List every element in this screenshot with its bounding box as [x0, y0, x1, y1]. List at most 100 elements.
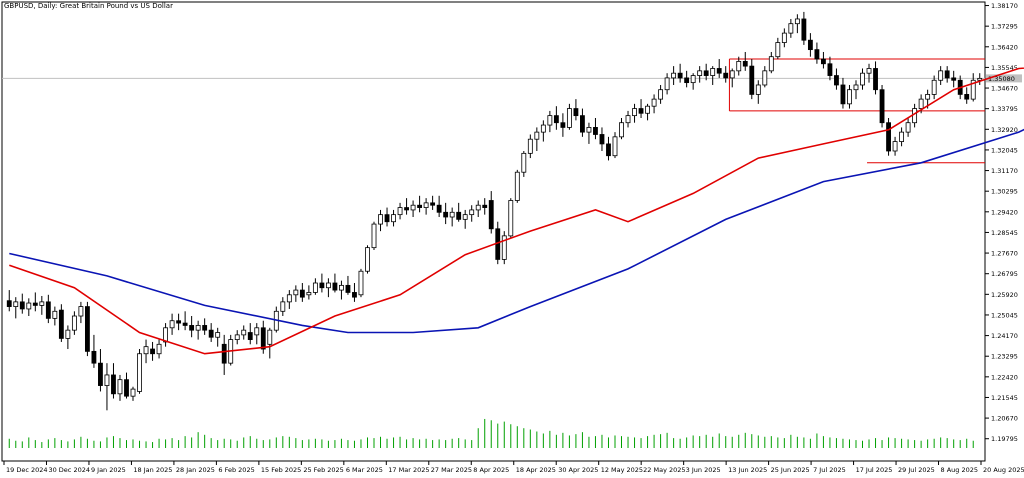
bear-candle [814, 49, 820, 60]
bear-candle [742, 61, 748, 67]
bear-candle [964, 94, 970, 100]
bull-candle [586, 127, 592, 133]
bull-candle [931, 79, 937, 95]
bear-candle [951, 77, 957, 81]
x-tick-label: 22 May 2025 [643, 466, 685, 474]
bull-candle [391, 214, 396, 223]
y-tick-label: 1.29420 [991, 208, 1018, 216]
y-tick-label: 1.25920 [991, 291, 1018, 299]
bull-candle [501, 235, 507, 260]
x-tick-label: 8 Aug 2025 [941, 466, 979, 474]
bull-candle [612, 136, 618, 157]
y-tick-label: 1.33795 [991, 105, 1018, 113]
bull-candle [306, 292, 312, 296]
current-price-label: 1.35080 [988, 75, 1015, 83]
bear-candle [677, 72, 683, 79]
bear-candle [319, 282, 325, 289]
bull-candle [241, 329, 247, 336]
y-tick-label: 1.32045 [991, 146, 1018, 154]
bear-candle [827, 63, 833, 76]
bear-candle [6, 300, 12, 307]
bear-candle [345, 284, 351, 293]
x-tick-label: 18 Apr 2025 [516, 466, 556, 474]
bear-candle [840, 84, 846, 105]
bull-candle [671, 72, 677, 79]
bull-candle [410, 204, 416, 211]
bull-candle [462, 214, 468, 220]
x-tick-label: 3 Jun 2025 [686, 466, 721, 474]
bull-candle [527, 138, 533, 154]
bull-candle [117, 379, 123, 395]
bull-candle [293, 289, 299, 296]
bear-candle [124, 379, 129, 397]
y-tick-label: 1.21545 [991, 394, 1018, 402]
bull-candle [508, 200, 514, 237]
bear-candle [443, 211, 449, 218]
bear-candle [84, 306, 90, 352]
bear-candle [332, 282, 338, 291]
y-tick-label: 1.32920 [991, 126, 1018, 134]
bear-candle [580, 115, 585, 133]
bear-candle [384, 214, 390, 223]
x-tick-label: 30 Dec 2024 [48, 466, 90, 474]
bull-candle [658, 89, 664, 100]
ma-slow-line [9, 128, 1024, 334]
x-tick-label: 9 Jan 2025 [91, 466, 126, 474]
bear-candle [176, 320, 182, 324]
bull-candle [378, 214, 383, 225]
bear-candle [684, 77, 690, 84]
bull-candle [905, 122, 911, 133]
bull-candle [664, 77, 670, 91]
bear-candle [482, 204, 488, 208]
bull-candle [547, 115, 553, 126]
x-tick-label: 7 Jul 2025 [813, 466, 846, 474]
bull-candle [280, 301, 286, 312]
bear-candle [221, 343, 227, 364]
y-tick-label: 1.30295 [991, 188, 1018, 196]
y-tick-label: 1.20670 [991, 415, 1018, 423]
bull-candle [365, 247, 370, 272]
bull-candle [71, 315, 77, 331]
bull-candle [977, 77, 983, 81]
y-tick-label: 1.23295 [991, 353, 1018, 361]
bear-candle [189, 325, 195, 331]
bull-candle [267, 329, 273, 345]
y-tick-label: 1.19795 [991, 435, 1018, 443]
bull-candle [788, 23, 794, 34]
bull-candle [736, 61, 742, 72]
bear-candle [606, 143, 611, 157]
x-tick-label: 17 Mar 2025 [388, 466, 429, 474]
bear-candle [573, 108, 579, 117]
bear-candle [703, 70, 709, 76]
y-tick-label: 1.34670 [991, 85, 1018, 93]
bull-candle [156, 343, 162, 355]
bear-candle [247, 332, 253, 340]
bear-candle [560, 122, 566, 128]
bear-candle [260, 327, 266, 350]
current-price-tag [986, 74, 1022, 83]
bull-candle [762, 70, 768, 86]
bull-candle [104, 374, 110, 386]
bull-candle [26, 302, 32, 310]
bull-candle [619, 122, 624, 138]
bull-candle [234, 334, 240, 340]
y-tick-label: 1.38170 [991, 2, 1018, 10]
bull-candle [781, 32, 787, 43]
bear-candle [299, 289, 305, 298]
x-tick-label: 20 Aug 2025 [983, 466, 1024, 474]
bear-candle [404, 207, 409, 211]
bull-candle [860, 72, 865, 86]
bull-candle [768, 56, 774, 72]
bull-candle [566, 108, 572, 128]
bear-candle [208, 329, 214, 338]
y-tick-label: 1.24170 [991, 332, 1018, 340]
bull-candle [853, 84, 859, 91]
bull-candle [514, 171, 520, 201]
bull-candle [651, 98, 657, 107]
bull-candle [697, 70, 703, 76]
y-tick-label: 1.28545 [991, 229, 1018, 237]
bull-candle [325, 282, 331, 289]
bull-candle [690, 75, 696, 84]
